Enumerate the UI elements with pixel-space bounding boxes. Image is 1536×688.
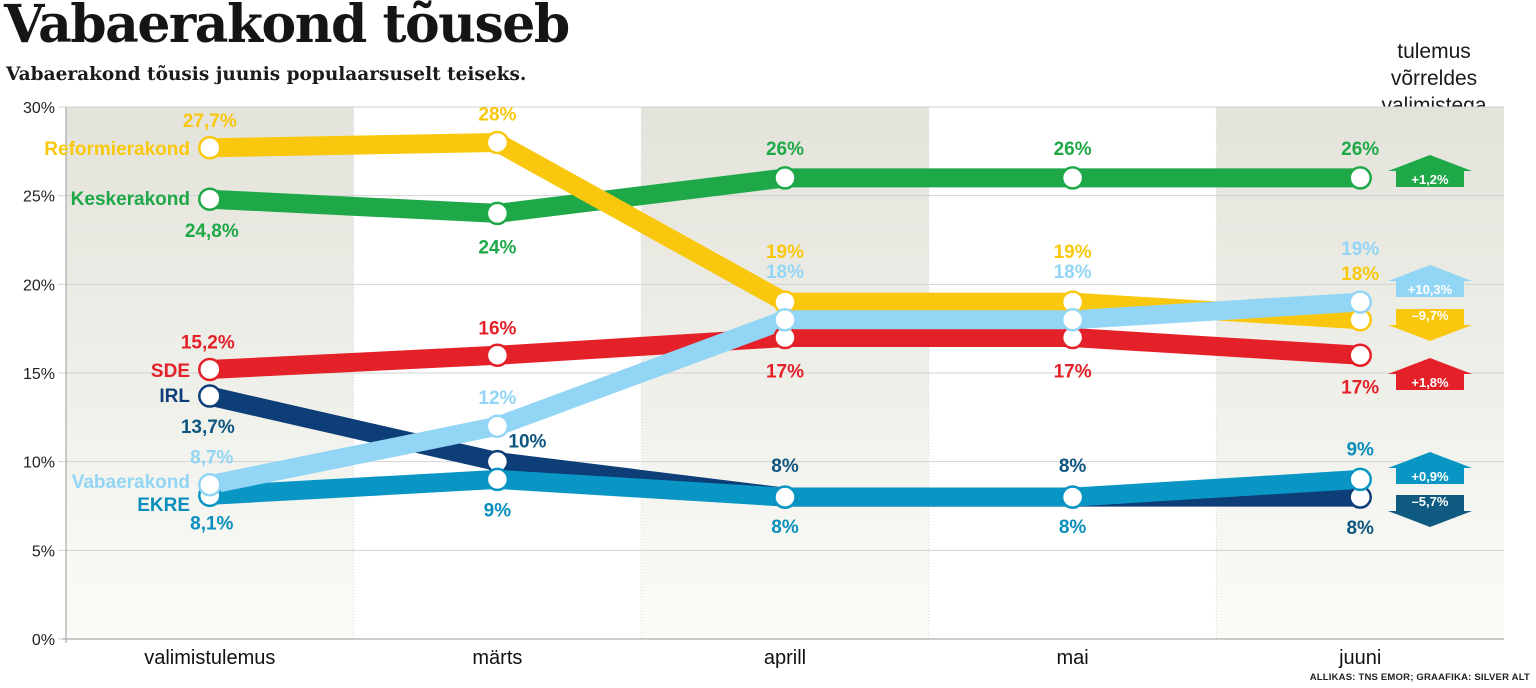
data-label-sde-2: 17% (766, 362, 804, 383)
data-label-ekre-3: 8% (1059, 517, 1087, 538)
point-keskerakond-4 (1348, 166, 1372, 190)
y-tick-label-4: 20% (23, 277, 55, 294)
point-reformierakond-0 (198, 136, 222, 160)
point-vabaerakond-2 (773, 308, 797, 332)
data-label-keskerakond-4: 26% (1341, 139, 1379, 160)
change-arrow-ekre (1388, 452, 1472, 484)
data-label-reformierakond-4: 18% (1341, 264, 1379, 285)
data-label-sde-3: 17% (1054, 362, 1092, 383)
change-arrow-vabaerakond (1388, 265, 1472, 297)
point-vabaerakond-0 (198, 472, 222, 497)
change-label-sde: +1,8% (1411, 375, 1449, 390)
data-label-keskerakond-3: 26% (1054, 139, 1092, 160)
source-credit: ALLIKAS: TNS EMOR; GRAAFIKA: SILVER ALT (1309, 672, 1530, 683)
change-label-vabaerakond: +10,3% (1408, 282, 1453, 297)
data-label-ekre-1: 9% (484, 500, 512, 521)
series-name-sde: SDE (151, 361, 190, 382)
point-keskerakond-0 (198, 187, 222, 211)
data-label-reformierakond-2: 19% (766, 242, 804, 263)
data-label-irl-1: 10% (508, 432, 546, 453)
y-tick-label-6: 30% (23, 100, 55, 117)
data-label-keskerakond-0: 24,8% (185, 221, 239, 242)
data-label-vabaerakond-3: 18% (1054, 262, 1092, 283)
data-label-keskerakond-1: 24% (478, 237, 516, 258)
data-label-ekre-4: 9% (1346, 439, 1374, 460)
data-label-ekre-0: 8,1% (190, 513, 233, 534)
y-tick-label-2: 10% (23, 455, 55, 472)
point-sde-4 (1348, 343, 1372, 368)
x-category-label-1: märts (472, 647, 522, 669)
data-label-vabaerakond-2: 18% (766, 262, 804, 283)
data-label-sde-0: 15,2% (181, 332, 235, 353)
data-label-irl-0: 13,7% (181, 417, 235, 438)
point-ekre-4 (1348, 467, 1372, 492)
point-vabaerakond-4 (1348, 290, 1372, 314)
series-name-ekre: EKRE (137, 495, 190, 516)
change-label-ekre: +0,9% (1411, 469, 1449, 484)
point-vabaerakond-3 (1060, 308, 1085, 332)
y-tick-label-3: 15% (23, 366, 55, 383)
point-vabaerakond-1 (485, 414, 510, 438)
x-category-label-3: mai (1056, 647, 1088, 669)
series-name-reformierakond: Reformierakond (44, 139, 190, 160)
y-tick-label-1: 5% (32, 543, 55, 560)
point-keskerakond-1 (485, 201, 510, 226)
data-label-reformierakond-1: 28% (478, 104, 516, 125)
change-arrow-sde (1388, 358, 1472, 390)
point-irl-0 (198, 384, 222, 408)
data-label-sde-1: 16% (478, 318, 516, 339)
change-arrow-keskerakond (1388, 155, 1472, 187)
data-label-irl-2: 8% (771, 456, 799, 477)
series-name-keskerakond: Keskerakond (71, 189, 190, 210)
point-sde-0 (198, 357, 222, 382)
change-arrow-reformierakond (1388, 309, 1472, 341)
point-ekre-2 (773, 485, 797, 509)
data-label-vabaerakond-4: 19% (1341, 239, 1379, 260)
y-tick-label-0: 0% (32, 632, 55, 649)
data-label-reformierakond-3: 19% (1054, 242, 1092, 263)
point-keskerakond-2 (773, 166, 797, 190)
data-label-ekre-2: 8% (771, 517, 799, 538)
change-label-irl: –5,7% (1412, 494, 1449, 509)
series-name-irl: IRL (159, 386, 190, 407)
chart-subtitle: Vabaerakond tõusis juunis populaarsuselt… (6, 64, 527, 85)
comparison-header-line-2: võrreldes (1390, 67, 1478, 90)
data-label-irl-3: 8% (1059, 456, 1087, 477)
point-sde-1 (485, 343, 510, 368)
point-ekre-3 (1060, 485, 1085, 509)
data-label-irl-4: 8% (1346, 518, 1374, 539)
point-reformierakond-1 (485, 130, 510, 155)
change-label-reformierakond: –9,7% (1412, 308, 1449, 323)
data-label-keskerakond-2: 26% (766, 139, 804, 160)
data-label-vabaerakond-1: 12% (478, 388, 516, 409)
x-category-label-0: valimistulemus (144, 647, 275, 669)
point-ekre-1 (485, 467, 510, 492)
chart-title: Vabaerakond tõuseb (4, 0, 570, 55)
x-category-label-4: juuni (1338, 647, 1381, 669)
change-label-keskerakond: +1,2% (1411, 172, 1449, 187)
comparison-header-line-1: tulemus (1397, 40, 1471, 63)
change-arrow-irl (1388, 495, 1472, 527)
data-label-reformierakond-0: 27,7% (183, 111, 237, 132)
point-keskerakond-3 (1060, 166, 1085, 190)
series-name-vabaerakond: Vabaerakond (72, 472, 190, 493)
y-tick-label-5: 25% (23, 189, 55, 206)
data-label-vabaerakond-0: 8,7% (190, 448, 233, 469)
data-label-sde-4: 17% (1341, 377, 1379, 398)
x-category-label-2: aprill (764, 647, 806, 669)
